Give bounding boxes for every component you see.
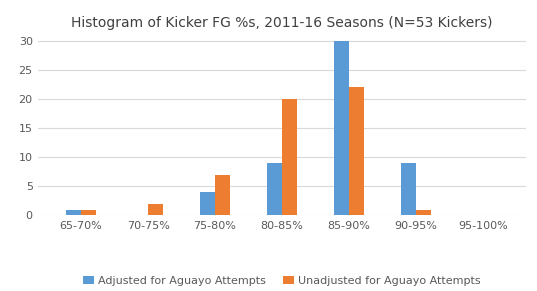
Bar <box>267 163 282 215</box>
Bar <box>215 175 230 215</box>
Bar <box>416 210 431 215</box>
Title: Histogram of Kicker FG %s, 2011-16 Seasons (N=53 Kickers): Histogram of Kicker FG %s, 2011-16 Seaso… <box>71 16 492 30</box>
Legend: Adjusted for Aguayo Attempts, Unadjusted for Aguayo Attempts: Adjusted for Aguayo Attempts, Unadjusted… <box>78 272 485 290</box>
Bar <box>401 163 416 215</box>
Bar <box>67 210 81 215</box>
Bar <box>200 192 215 215</box>
Bar <box>349 87 364 215</box>
Bar <box>334 41 349 215</box>
Bar <box>282 99 296 215</box>
Bar <box>81 210 96 215</box>
Bar <box>148 204 163 215</box>
